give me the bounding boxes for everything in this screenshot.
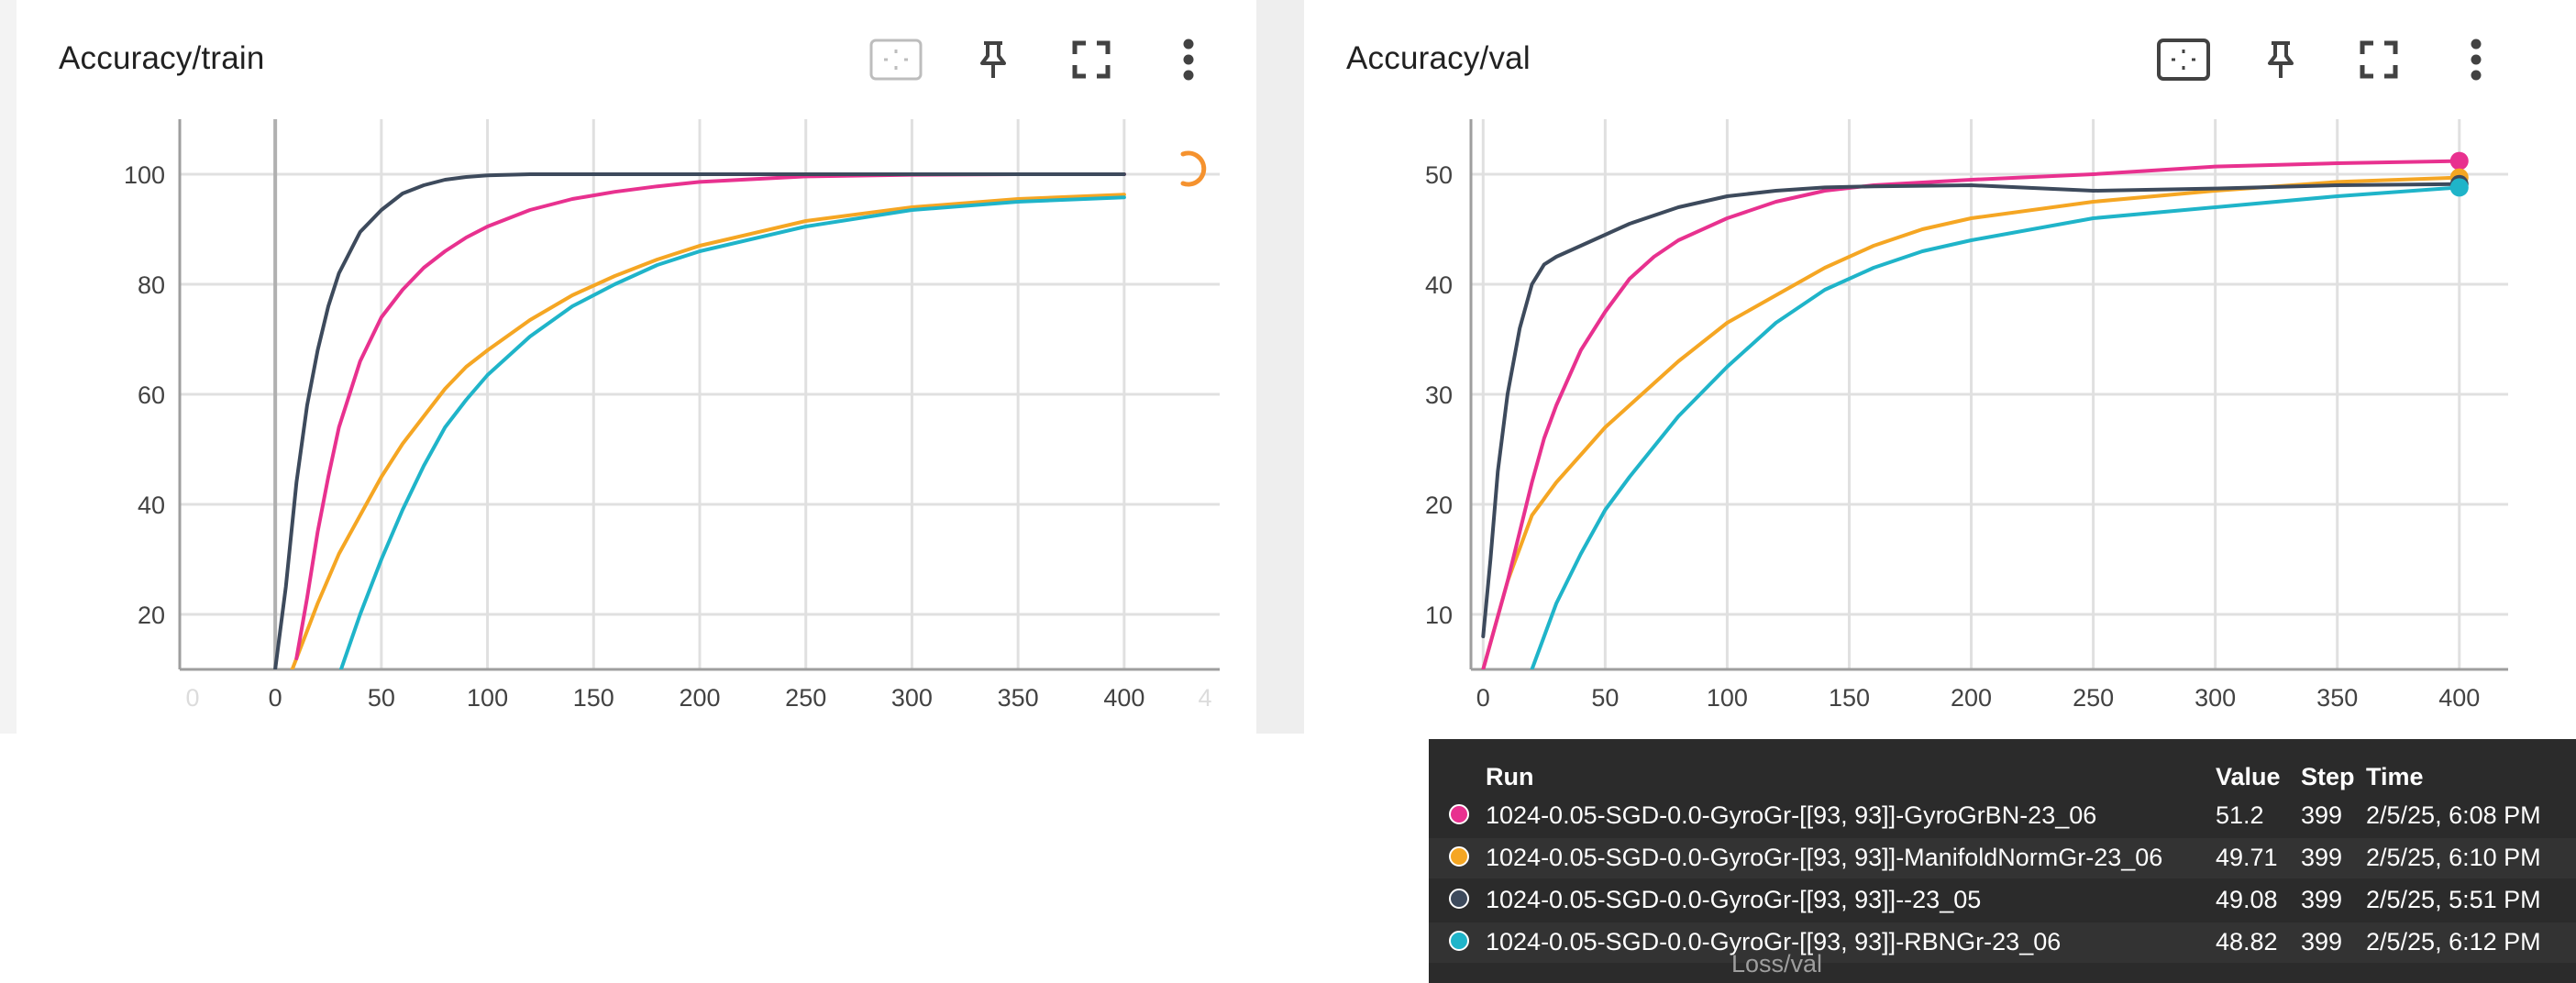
underlying-card-title: Loss/val xyxy=(1429,946,2576,983)
grid xyxy=(180,119,1220,669)
series-lines xyxy=(1481,159,2461,669)
x-tick-label: 150 xyxy=(1829,684,1870,712)
tooltip-row: 1024-0.05-SGD-0.0-GyroGr-[[93, 93]]-RBNG… xyxy=(1429,922,2576,963)
tooltip-header: Run Value Step Time xyxy=(1429,757,2576,794)
x-tick-label: 150 xyxy=(573,684,614,712)
header-time: Time xyxy=(2366,763,2424,790)
more-vert-icon[interactable] xyxy=(1162,33,1215,86)
x-tick-label: 100 xyxy=(1707,684,1748,712)
card-title: Accuracy/train xyxy=(59,40,265,76)
x-tick-label: 300 xyxy=(891,684,933,712)
header-step: Step xyxy=(2301,763,2355,790)
x-tick-label: 50 xyxy=(1591,684,1619,712)
x-tick-label: 400 xyxy=(2438,684,2480,712)
run-name: 1024-0.05-SGD-0.0-GyroGr-[[93, 93]]-Mani… xyxy=(1486,844,2163,871)
x-tick-label: 0 xyxy=(1476,684,1490,712)
header-value: Value xyxy=(2216,763,2281,790)
series-line xyxy=(273,172,1126,669)
tooltip-row: 1024-0.05-SGD-0.0-GyroGr-[[93, 93]]--23_… xyxy=(1429,880,2576,921)
x-tick-label: 300 xyxy=(2195,684,2236,712)
train-line-chart[interactable]: 0 50 100 150 200 250 300 350 400 0 4 20 40 60 80 100 xyxy=(17,0,1256,734)
more-vert-icon[interactable] xyxy=(2449,33,2503,86)
run-value: 49.08 xyxy=(2216,886,2278,913)
pin-icon[interactable] xyxy=(967,33,1020,86)
card-gutter xyxy=(1256,0,1304,734)
y-tick-label: 40 xyxy=(138,492,165,519)
x-tick-label: 350 xyxy=(998,684,1039,712)
x-tick-label: 4 xyxy=(1198,684,1211,712)
hover-tooltip: Run Value Step Time 1024-0.05-SGD-0.0-Gy… xyxy=(1429,739,2576,983)
x-tick-label: 250 xyxy=(785,684,826,712)
grid xyxy=(1471,119,2508,669)
series-color-dot xyxy=(1449,846,1469,867)
series-line xyxy=(1481,175,2461,669)
tooltip-row: 1024-0.05-SGD-0.0-GyroGr-[[93, 93]]-Gyro… xyxy=(1429,796,2576,836)
y-tick-label: 40 xyxy=(1425,271,1453,299)
run-value: 48.82 xyxy=(2216,928,2278,955)
y-tick-label: 50 xyxy=(1425,161,1453,189)
x-tick-label: 200 xyxy=(1951,684,1992,712)
chart-card-val: Accuracy/val 0 50 100 150 200 250 300 350 400 10 2… xyxy=(1304,0,2576,734)
run-time: 2/5/25, 5:51 PM xyxy=(2366,886,2541,913)
x-tick-label: 50 xyxy=(368,684,395,712)
series-color-dot xyxy=(1449,931,1469,951)
tooltip-row: 1024-0.05-SGD-0.0-GyroGr-[[93, 93]]-Mani… xyxy=(1429,838,2576,878)
run-step: 399 xyxy=(2301,928,2343,955)
chart-card-train: Accuracy/train 0 50 100 150 200 250 300 350 400 0… xyxy=(17,0,1256,734)
card-title: Accuracy/val xyxy=(1346,40,1531,76)
x-tick-label: 0 xyxy=(185,684,199,712)
card-title: Loss/val xyxy=(1731,950,1823,977)
y-tick-label: 80 xyxy=(138,271,165,299)
x-tick-label: 250 xyxy=(2073,684,2114,712)
series-line xyxy=(290,193,1126,669)
series-color-dot xyxy=(1449,804,1469,824)
y-tick-label: 10 xyxy=(1425,602,1453,629)
val-line-chart[interactable]: 0 50 100 150 200 250 300 350 400 10 20 30 40 50 xyxy=(1304,0,2576,734)
run-value: 49.71 xyxy=(2216,844,2278,871)
fullscreen-icon[interactable] xyxy=(2352,33,2405,86)
series-line xyxy=(1530,185,2461,669)
run-time: 2/5/25, 6:10 PM xyxy=(2366,844,2541,871)
run-step: 399 xyxy=(2301,886,2343,913)
run-time: 2/5/25, 6:08 PM xyxy=(2366,801,2541,829)
hover-point-marker xyxy=(2449,151,2469,171)
y-tick-label: 30 xyxy=(1425,381,1453,409)
run-time: 2/5/25, 6:12 PM xyxy=(2366,928,2541,955)
x-tick-label: 400 xyxy=(1103,684,1144,712)
series-line xyxy=(1481,159,2461,669)
y-tick-label: 100 xyxy=(124,161,165,189)
y-tick-label: 20 xyxy=(1425,492,1453,519)
y-tick-label: 20 xyxy=(138,602,165,629)
x-tick-label: 100 xyxy=(467,684,508,712)
series-line xyxy=(1481,182,2461,638)
run-name: 1024-0.05-SGD-0.0-GyroGr-[[93, 93]]-RBNG… xyxy=(1486,928,2062,955)
run-step: 399 xyxy=(2301,801,2343,829)
hover-point-marker xyxy=(2449,178,2469,197)
header-run: Run xyxy=(1486,763,1534,790)
fit-domain-icon[interactable] xyxy=(2157,33,2210,86)
x-tick-label: 200 xyxy=(679,684,720,712)
left-edge xyxy=(0,0,17,734)
run-name: 1024-0.05-SGD-0.0-GyroGr-[[93, 93]]-Gyro… xyxy=(1486,801,2097,829)
run-value: 51.2 xyxy=(2216,801,2264,829)
series-line xyxy=(294,172,1126,660)
y-tick-label: 60 xyxy=(138,381,165,409)
x-tick-label: 350 xyxy=(2316,684,2358,712)
series-color-dot xyxy=(1449,889,1469,909)
series-lines xyxy=(273,172,1126,669)
loading-spinner-icon xyxy=(1180,150,1207,187)
fit-domain-icon[interactable] xyxy=(869,33,923,86)
run-step: 399 xyxy=(2301,844,2343,871)
run-name: 1024-0.05-SGD-0.0-GyroGr-[[93, 93]]--23_… xyxy=(1486,886,1982,913)
x-tick-label: 0 xyxy=(269,684,282,712)
pin-icon[interactable] xyxy=(2254,33,2307,86)
series-line xyxy=(338,195,1126,669)
fullscreen-icon[interactable] xyxy=(1065,33,1118,86)
